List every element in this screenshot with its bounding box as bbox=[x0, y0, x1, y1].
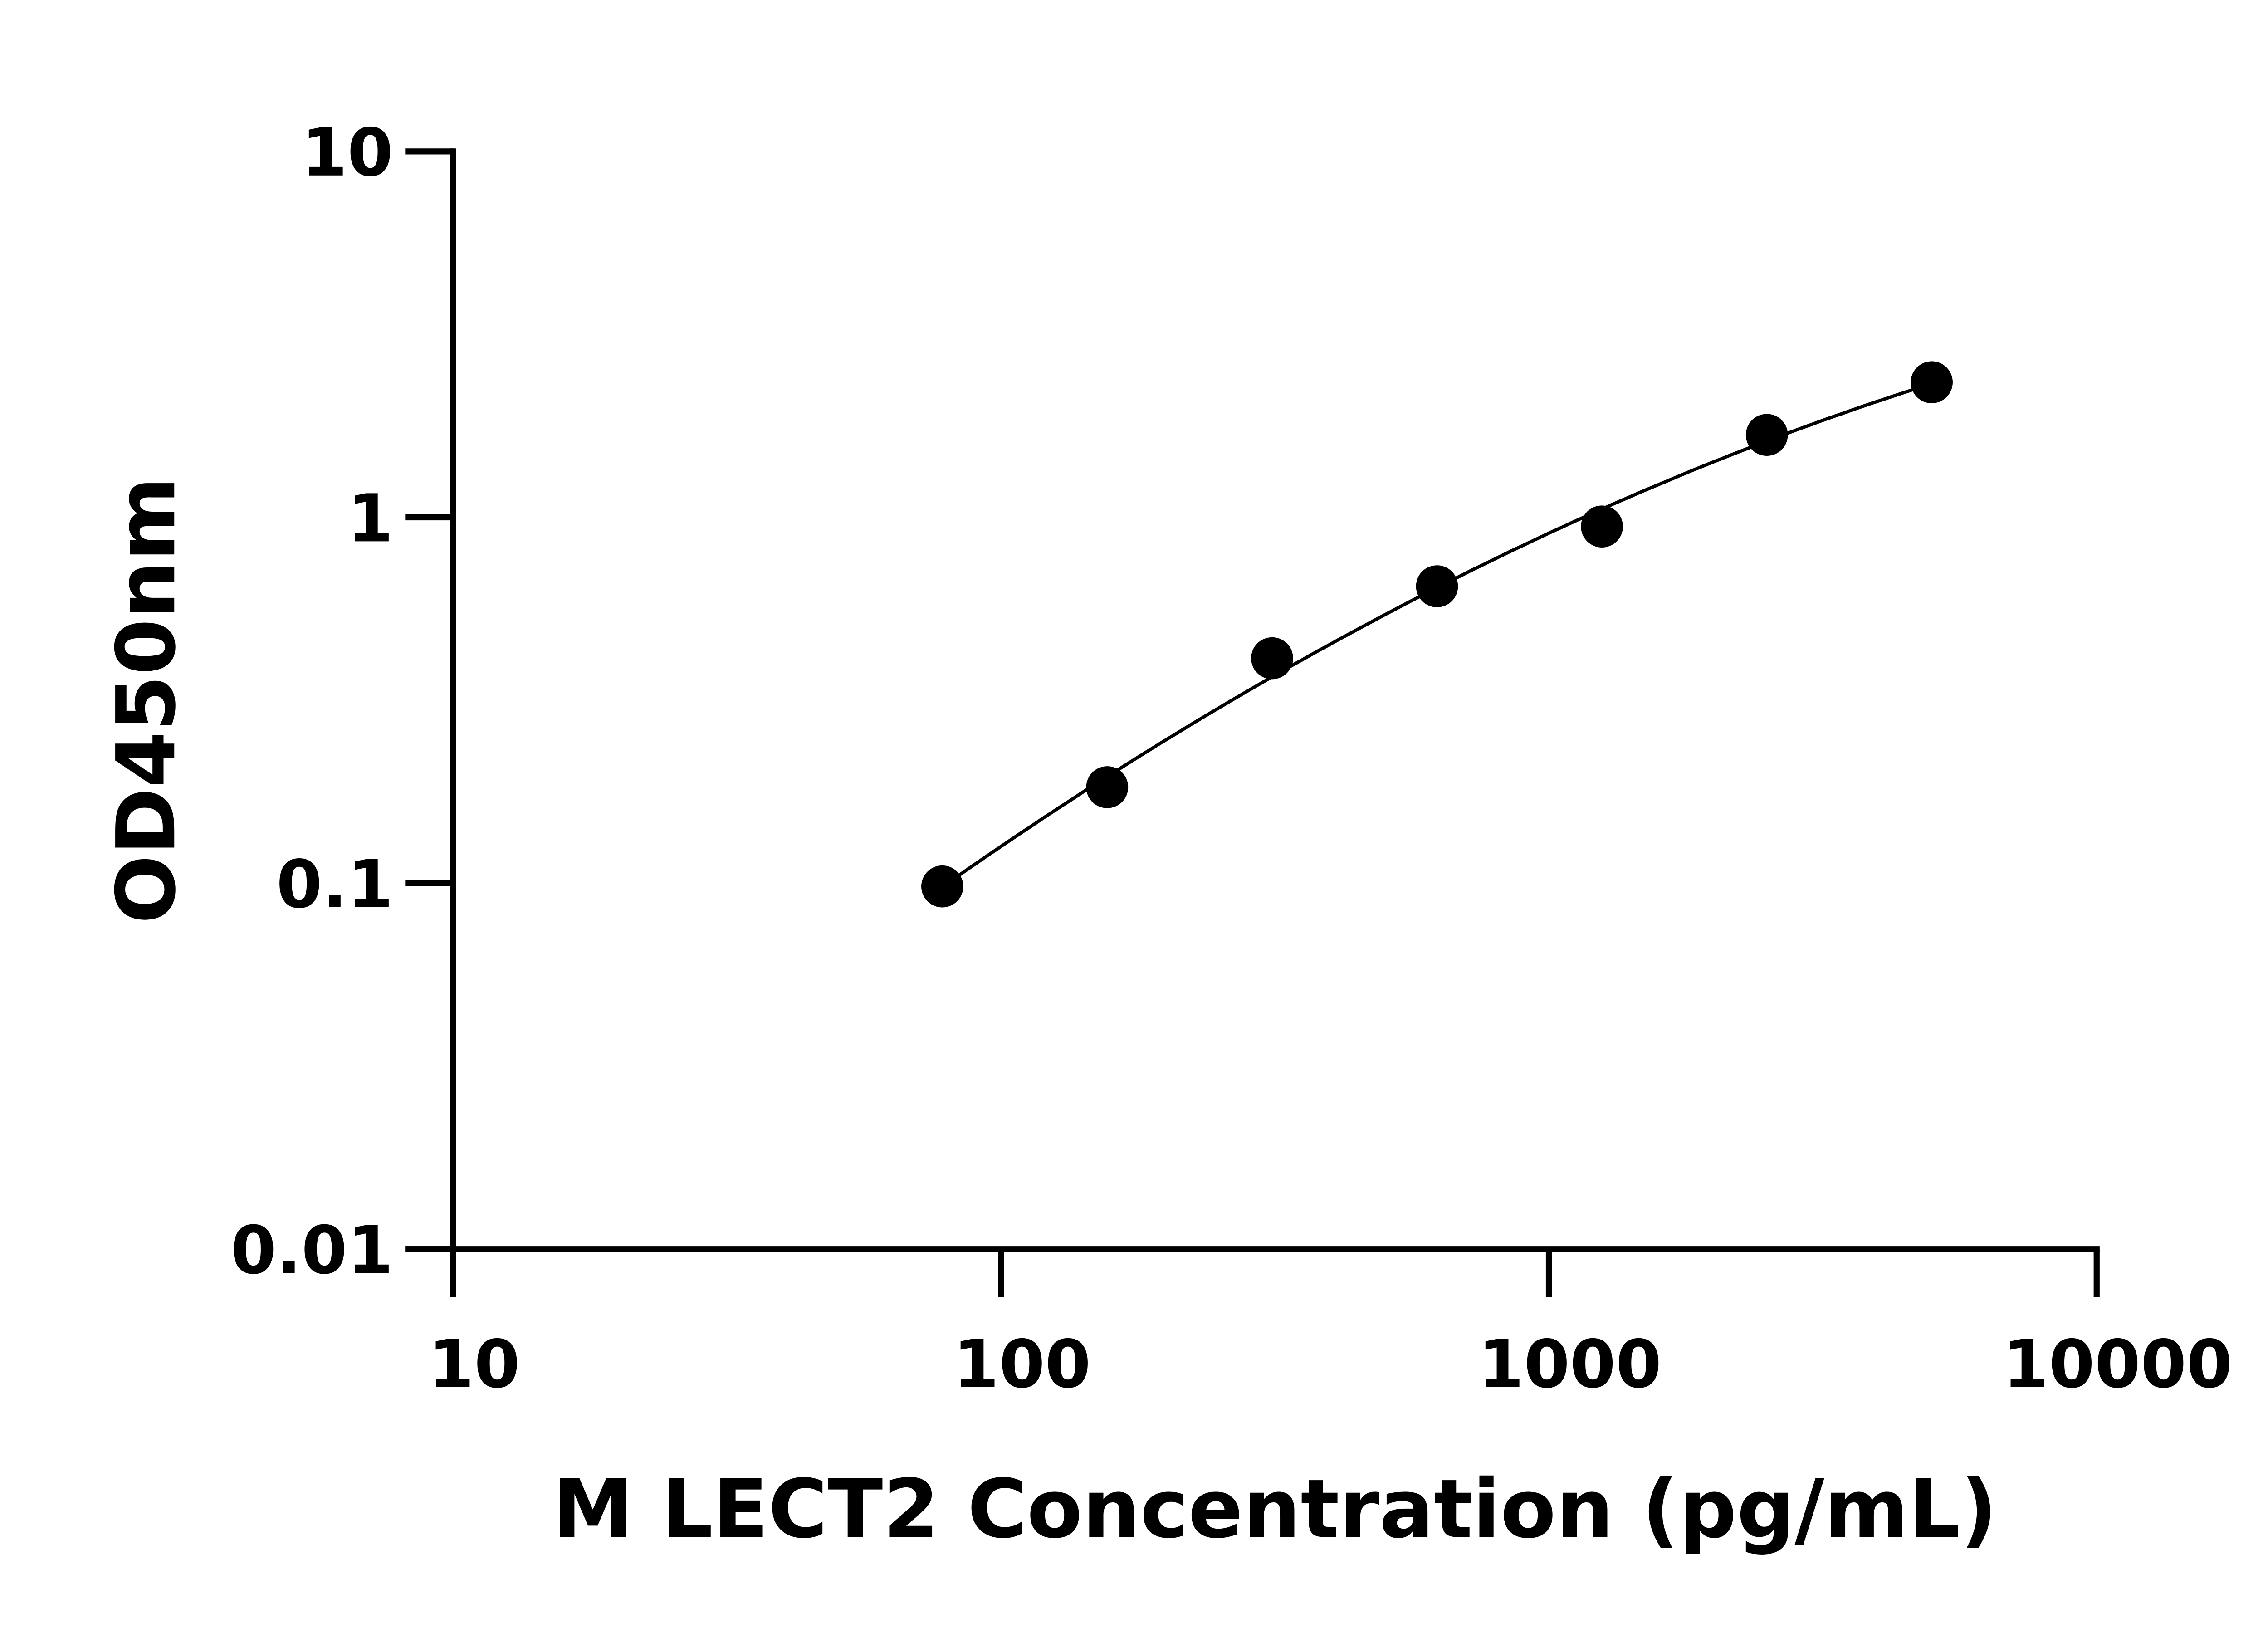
data-point bbox=[1745, 414, 1788, 456]
data-point bbox=[1251, 637, 1293, 680]
y-tick-label: 10 bbox=[301, 115, 393, 191]
data-point bbox=[921, 865, 963, 908]
x-tick-label: 10000 bbox=[2003, 1326, 2233, 1403]
x-axis-label: M LECT2 Concentration (pg/mL) bbox=[552, 1462, 1997, 1556]
y-tick-label: 1 bbox=[347, 480, 393, 557]
axes bbox=[405, 148, 2100, 1297]
data-point bbox=[1086, 766, 1129, 808]
x-tick-label: 1000 bbox=[1478, 1326, 1662, 1403]
y-axis-label: OD450nm bbox=[99, 477, 194, 924]
data-point bbox=[1911, 361, 1953, 403]
data-point bbox=[1416, 565, 1458, 607]
data-point bbox=[1581, 505, 1623, 548]
x-tick-label: 100 bbox=[953, 1326, 1091, 1403]
y-tick-label: 0.1 bbox=[276, 846, 393, 923]
y-tick-label: 0.01 bbox=[230, 1213, 393, 1289]
fit-curve bbox=[930, 382, 1932, 896]
x-tick-label: 10 bbox=[428, 1326, 520, 1403]
